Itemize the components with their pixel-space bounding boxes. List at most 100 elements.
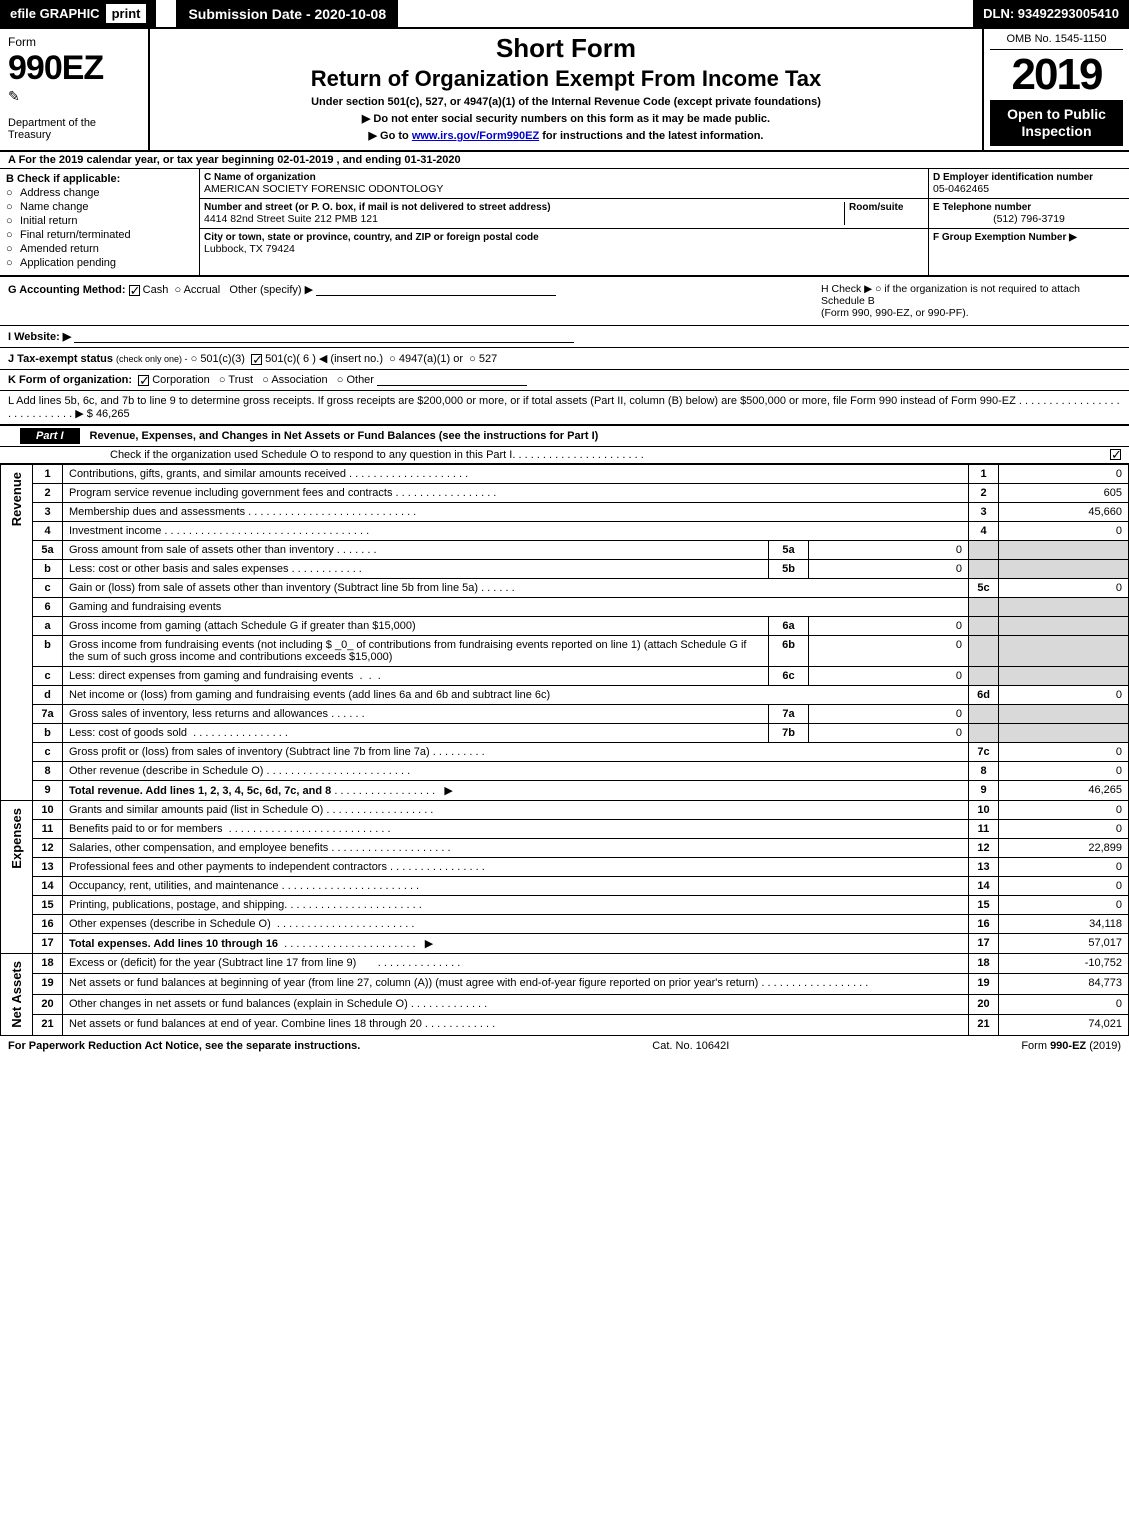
check-only-one: (check only one) -: [116, 354, 188, 364]
org-name-label: C Name of organization: [204, 172, 924, 183]
4947-option[interactable]: 4947(a)(1) or: [399, 353, 463, 365]
gross-receipts-amount: $ 46,265: [87, 408, 130, 420]
form-label: Form: [8, 35, 140, 49]
accounting-method-label: G Accounting Method:: [8, 284, 126, 296]
line-2-desc: Program service revenue including govern…: [63, 484, 969, 503]
tax-year: 2019: [990, 50, 1123, 100]
line-9-desc: Total revenue. Add lines 1, 2, 3, 4, 5c,…: [63, 781, 969, 801]
cash-checkbox[interactable]: [129, 285, 140, 296]
print-button[interactable]: print: [106, 4, 147, 23]
line-6b-desc: Gross income from fundraising events (no…: [63, 636, 769, 667]
line-10-desc: Grants and similar amounts paid (list in…: [63, 801, 969, 820]
under-section: Under section 501(c), 527, or 4947(a)(1)…: [160, 96, 972, 108]
line-7c-desc: Gross profit or (loss) from sales of inv…: [63, 743, 969, 762]
website-input[interactable]: [74, 331, 574, 343]
return-title: Return of Organization Exempt From Incom…: [160, 66, 972, 92]
corporation-label: Corporation: [152, 374, 209, 386]
line-18-amount: -10,752: [999, 954, 1129, 974]
other-method-label: Other (specify) ▶: [229, 284, 313, 296]
check-application-pending[interactable]: Application pending: [6, 257, 193, 269]
open-to-public: Open to Public Inspection: [990, 100, 1123, 146]
501c-option: 501(c)( 6 ) ◀ (insert no.): [265, 353, 383, 365]
line-14-desc: Occupancy, rent, utilities, and maintena…: [63, 877, 969, 896]
line-6a-inval: 0: [809, 617, 969, 636]
row-l: L Add lines 5b, 6c, and 7b to line 9 to …: [0, 391, 1129, 426]
goto-notice: ▶ Go to www.irs.gov/Form990EZ for instru…: [160, 129, 972, 142]
dln-label: DLN: 93492293005410: [973, 0, 1129, 27]
line-7c-amount: 0: [999, 743, 1129, 762]
cash-label: Cash: [143, 284, 169, 296]
line-11-amount: 0: [999, 820, 1129, 839]
accrual-label: Accrual: [184, 284, 221, 296]
other-method-input[interactable]: [316, 284, 556, 296]
line-6b-inval: 0: [809, 636, 969, 667]
line-12-amount: 22,899: [999, 839, 1129, 858]
line-9-amount: 46,265: [999, 781, 1129, 801]
line-1-rtnum: 1: [969, 465, 999, 484]
line-6c-desc: Less: direct expenses from gaming and fu…: [63, 667, 769, 686]
line-6a-desc: Gross income from gaming (attach Schedul…: [63, 617, 769, 636]
line-19-amount: 84,773: [999, 974, 1129, 994]
line-7b-desc: Less: cost of goods sold . . . . . . . .…: [63, 724, 769, 743]
submission-date: Submission Date - 2020-10-08: [176, 0, 398, 27]
501c3-option[interactable]: 501(c)(3): [200, 353, 245, 365]
room-label: Room/suite: [849, 202, 924, 213]
header-left: Form 990EZ ✎ Department of the Treasury: [0, 29, 150, 150]
527-option[interactable]: 527: [479, 353, 497, 365]
line-15-desc: Printing, publications, postage, and shi…: [63, 896, 969, 915]
line-5a-inval: 0: [809, 541, 969, 560]
check-final-return[interactable]: Final return/terminated: [6, 229, 193, 241]
city-state-zip: Lubbock, TX 79424: [204, 243, 924, 255]
line-5b-desc: Less: cost or other basis and sales expe…: [63, 560, 769, 579]
line-13-amount: 0: [999, 858, 1129, 877]
street-label: Number and street (or P. O. box, if mail…: [204, 202, 844, 213]
line-5a-innum: 5a: [769, 541, 809, 560]
association-label[interactable]: Association: [271, 374, 327, 386]
ein-label: D Employer identification number: [933, 172, 1125, 183]
line-14-amount: 0: [999, 877, 1129, 896]
501c-checkbox[interactable]: [251, 354, 262, 365]
section-h-sub: (Form 990, 990-EZ, or 990-PF).: [821, 307, 1121, 319]
check-address-change[interactable]: Address change: [6, 187, 193, 199]
line-5a-desc: Gross amount from sale of assets other t…: [63, 541, 769, 560]
line-6d-amount: 0: [999, 686, 1129, 705]
check-initial-return[interactable]: Initial return: [6, 215, 193, 227]
website-label: I Website: ▶: [8, 331, 71, 343]
line-11-desc: Benefits paid to or for members . . . . …: [63, 820, 969, 839]
omb-number: OMB No. 1545-1150: [990, 33, 1123, 50]
line-5c-amount: 0: [999, 579, 1129, 598]
line-16-desc: Other expenses (describe in Schedule O) …: [63, 915, 969, 934]
line-19-desc: Net assets or fund balances at beginning…: [63, 974, 969, 994]
trust-label[interactable]: Trust: [228, 374, 253, 386]
line-21-amount: 74,021: [999, 1015, 1129, 1035]
check-name-change[interactable]: Name change: [6, 201, 193, 213]
line-1-num: 1: [33, 465, 63, 484]
line-6c-inval: 0: [809, 667, 969, 686]
irs-link[interactable]: www.irs.gov/Form990EZ: [412, 130, 539, 142]
page-footer: For Paperwork Reduction Act Notice, see …: [0, 1036, 1129, 1056]
expenses-side-label: Expenses: [7, 804, 26, 873]
line-7a-desc: Gross sales of inventory, less returns a…: [63, 705, 769, 724]
other-org-input[interactable]: [377, 374, 527, 386]
other-org-label[interactable]: Other: [346, 374, 374, 386]
org-name: AMERICAN SOCIETY FORENSIC ODONTOLOGY: [204, 183, 924, 195]
line-6-desc: Gaming and fundraising events: [63, 598, 969, 617]
line-5b-inval: 0: [809, 560, 969, 579]
corporation-checkbox[interactable]: [138, 375, 149, 386]
check-amended-return[interactable]: Amended return: [6, 243, 193, 255]
section-b-label: B Check if applicable:: [6, 173, 193, 185]
line-17-desc: Total expenses. Add lines 10 through 16 …: [63, 934, 969, 954]
line-15-amount: 0: [999, 896, 1129, 915]
section-h-text: H Check ▶ ○ if the organization is not r…: [821, 283, 1121, 307]
efile-graphic-label: efile GRAPHIC print: [0, 0, 156, 27]
part1-header: Part I Revenue, Expenses, and Changes in…: [0, 426, 1129, 447]
row-i: I Website: ▶: [0, 326, 1129, 348]
line-4-desc: Investment income . . . . . . . . . . . …: [63, 522, 969, 541]
header-middle: Short Form Return of Organization Exempt…: [150, 29, 984, 150]
line-1-desc: Contributions, gifts, grants, and simila…: [63, 465, 969, 484]
section-b: B Check if applicable: Address change Na…: [0, 169, 200, 275]
revenue-side-label: Revenue: [7, 468, 26, 530]
schedule-o-checkbox[interactable]: [1110, 449, 1121, 460]
ein-value: 05-0462465: [933, 183, 1125, 195]
line-12-desc: Salaries, other compensation, and employ…: [63, 839, 969, 858]
